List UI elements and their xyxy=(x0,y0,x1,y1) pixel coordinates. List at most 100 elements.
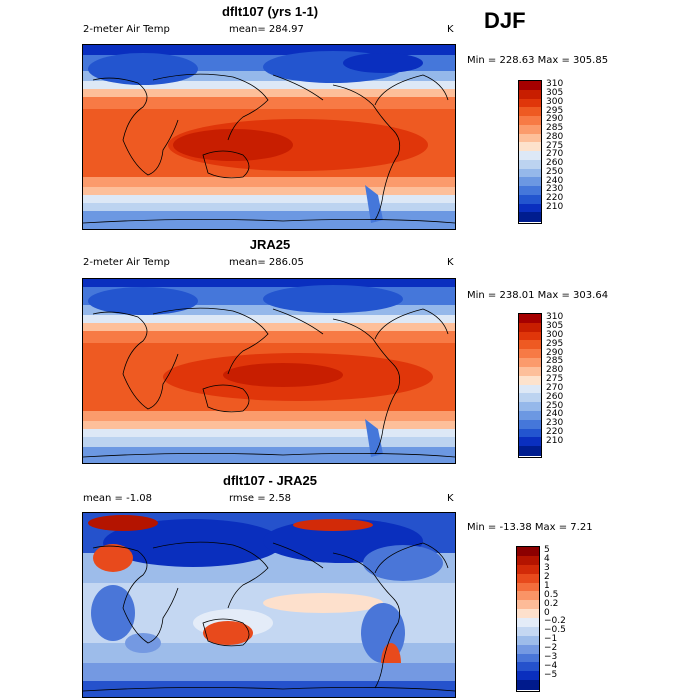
panel3-range-label: Min = -13.38 Max = 7.21 xyxy=(467,522,593,533)
panel2-colorbar xyxy=(518,313,542,458)
panel1-mean-label: mean= 284.97 xyxy=(229,24,304,35)
colorbar-tick-label: 310 xyxy=(546,79,564,90)
colorbar-swatch xyxy=(519,159,541,169)
colorbar-tick-label: 290 xyxy=(546,347,564,358)
colorbar-tick-label: 0.2 xyxy=(544,598,559,609)
colorbar-swatch xyxy=(519,331,541,341)
panel3-map xyxy=(82,512,456,698)
colorbar-tick-label: 230 xyxy=(546,184,564,195)
colorbar-swatch xyxy=(519,314,541,324)
colorbar-swatch xyxy=(519,89,541,99)
panel1-map xyxy=(82,44,456,230)
colorbar-tick-label: −1 xyxy=(544,634,558,645)
colorbar-tick-label: −2 xyxy=(544,643,558,654)
colorbar-swatch xyxy=(519,393,541,403)
panel2-title: JRA25 xyxy=(249,237,291,252)
colorbar-tick-label: 230 xyxy=(546,418,564,429)
colorbar-swatch xyxy=(517,600,539,610)
colorbar-swatch xyxy=(517,591,539,601)
colorbar-tick-label: −5 xyxy=(544,669,558,680)
colorbar-tick-label: 295 xyxy=(546,338,564,349)
colorbar-tick-label: −3 xyxy=(544,651,558,662)
colorbar-tick-label: 210 xyxy=(546,435,564,446)
colorbar-swatch xyxy=(517,618,539,628)
colorbar-tick-label: 305 xyxy=(546,321,564,332)
panel3-unit-label: K xyxy=(447,493,454,504)
panel2-map xyxy=(82,278,456,464)
season-label: DJF xyxy=(484,8,526,33)
panel2-map-graphic xyxy=(83,279,455,463)
colorbar-tick-label: 250 xyxy=(546,166,564,177)
colorbar-swatch xyxy=(519,81,541,91)
colorbar-tick-label: 2 xyxy=(544,572,550,583)
colorbar-tick-label: 285 xyxy=(546,123,564,134)
colorbar-tick-label: 295 xyxy=(546,105,564,116)
colorbar-swatch xyxy=(519,437,541,447)
colorbar-tick-label: 275 xyxy=(546,374,564,385)
colorbar-swatch xyxy=(519,116,541,126)
colorbar-swatch xyxy=(519,186,541,196)
colorbar-swatch xyxy=(519,322,541,333)
panel3-title: dflt107 - JRA25 xyxy=(223,473,317,488)
colorbar-swatch xyxy=(519,384,541,394)
colorbar-tick-label: 310 xyxy=(546,312,564,323)
colorbar-tick-label: 240 xyxy=(546,409,564,420)
colorbar-swatch xyxy=(519,142,541,152)
colorbar-swatch xyxy=(519,375,541,385)
colorbar-swatch xyxy=(519,203,541,213)
panel2-mean-label: mean= 286.05 xyxy=(229,257,304,268)
panel3-rmse-label: rmse = 2.58 xyxy=(229,493,292,504)
panel1-colorbar xyxy=(518,80,542,224)
panel1-map-graphic xyxy=(83,45,455,229)
colorbar-tick-label: 270 xyxy=(546,149,564,160)
colorbar-tick-label: 260 xyxy=(546,391,564,402)
colorbar-swatch xyxy=(519,212,541,222)
colorbar-swatch xyxy=(519,446,541,456)
colorbar-swatch xyxy=(517,680,539,690)
colorbar-swatch xyxy=(519,419,541,430)
colorbar-swatch xyxy=(519,402,541,412)
colorbar-tick-label: 300 xyxy=(546,330,564,341)
colorbar-tick-label: 280 xyxy=(546,365,564,376)
colorbar-tick-label: 260 xyxy=(546,158,564,169)
colorbar-tick-label: 1 xyxy=(544,580,550,591)
panel1-variable-label: 2-meter Air Temp xyxy=(83,24,170,35)
panel1-title: dflt107 (yrs 1-1) xyxy=(221,4,319,19)
colorbar-tick-label: 4 xyxy=(544,554,550,565)
colorbar-swatch xyxy=(517,547,539,557)
colorbar-swatch xyxy=(517,573,539,583)
colorbar-swatch xyxy=(517,609,539,619)
colorbar-swatch xyxy=(519,124,541,134)
colorbar-swatch xyxy=(519,366,541,377)
colorbar-tick-label: 250 xyxy=(546,400,564,411)
panel1-colorbar-labels: 310 305 300 295 290 285 280 275 270 260 250 240 230 2… xyxy=(546,79,586,224)
colorbar-swatch xyxy=(517,671,539,681)
colorbar-tick-label: 210 xyxy=(546,201,564,212)
colorbar-tick-label: 300 xyxy=(546,96,564,107)
colorbar-swatch xyxy=(519,410,541,421)
panel3-colorbar xyxy=(516,546,540,692)
panel1-unit-label: K xyxy=(447,24,454,35)
colorbar-swatch xyxy=(517,582,539,592)
colorbar-swatch xyxy=(519,133,541,143)
colorbar-swatch xyxy=(519,428,541,438)
colorbar-swatch xyxy=(519,358,541,368)
panel3-mean-label: mean = -1.08 xyxy=(83,493,152,504)
panel2-range-label: Min = 238.01 Max = 303.64 xyxy=(467,290,609,301)
colorbar-tick-label: 3 xyxy=(544,563,550,574)
colorbar-tick-label: 290 xyxy=(546,114,564,125)
panel2-variable-label: 2-meter Air Temp xyxy=(83,257,170,268)
colorbar-tick-label: 280 xyxy=(546,131,564,142)
colorbar-swatch xyxy=(519,168,541,178)
colorbar-tick-label: 270 xyxy=(546,382,564,393)
colorbar-tick-label: −0.5 xyxy=(544,625,566,636)
colorbar-swatch xyxy=(517,662,539,672)
colorbar-swatch xyxy=(519,194,541,204)
colorbar-swatch xyxy=(519,98,541,108)
colorbar-tick-label: 275 xyxy=(546,140,564,151)
colorbar-tick-label: −4 xyxy=(544,660,558,671)
colorbar-tick-label: 220 xyxy=(546,426,564,437)
colorbar-swatch xyxy=(519,340,541,350)
colorbar-swatch xyxy=(517,653,539,663)
colorbar-swatch xyxy=(519,151,541,161)
